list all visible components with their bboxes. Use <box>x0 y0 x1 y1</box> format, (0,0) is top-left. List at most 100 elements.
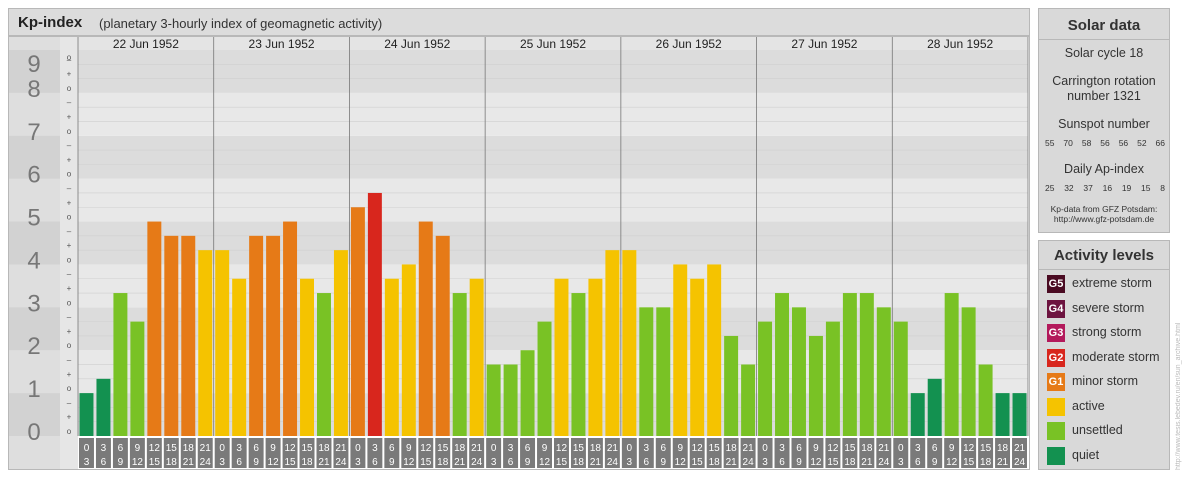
hour-tick-start: 3 <box>644 443 650 454</box>
hour-tick-end: 24 <box>1014 457 1026 468</box>
y-tick-label: 7 <box>27 119 40 146</box>
kp-bar <box>537 321 552 436</box>
minor-tick-symbol: o <box>67 127 72 136</box>
hour-tick-box <box>384 438 400 468</box>
legend-item: quiet <box>1047 446 1171 467</box>
kp-bar <box>79 393 94 436</box>
hour-tick-end: 9 <box>118 457 124 468</box>
hour-tick-end: 15 <box>827 457 839 468</box>
hour-tick-start: 3 <box>372 443 378 454</box>
kp-bar <box>927 378 942 436</box>
legend-swatch: G3 <box>1047 324 1065 342</box>
sunspot-value: 58 <box>1081 138 1092 148</box>
hour-tick-start: 9 <box>135 443 141 454</box>
hour-tick-start: 9 <box>406 443 412 454</box>
kp-bar <box>249 235 264 436</box>
data-source-url[interactable]: http://www.gfz-potsdam.de <box>1053 214 1155 224</box>
hour-tick-end: 9 <box>525 457 531 468</box>
kp-bar <box>825 321 840 436</box>
sunspot-value: 52 <box>1137 138 1147 148</box>
kp-bar <box>367 192 382 436</box>
hour-tick-box <box>520 438 536 468</box>
hour-tick-end: 24 <box>471 457 483 468</box>
hour-tick-end: 6 <box>372 457 378 468</box>
hour-tick-end: 6 <box>644 457 650 468</box>
hour-tick-start: 15 <box>844 443 856 454</box>
legend-label: quiet <box>1072 447 1100 462</box>
hour-tick-box <box>638 438 654 468</box>
legend-swatch <box>1047 397 1065 416</box>
kp-bar <box>435 235 450 436</box>
hour-tick-box <box>944 438 960 468</box>
kp-bar <box>486 364 501 436</box>
minor-tick-symbol: o <box>67 84 72 93</box>
hour-tick-start: 21 <box>200 443 212 454</box>
hour-tick-box <box>842 438 858 468</box>
hour-tick-box <box>214 438 230 468</box>
kp-bar <box>401 264 416 436</box>
hour-tick-box <box>893 438 909 468</box>
kp-bar <box>758 321 773 436</box>
hour-tick-end: 24 <box>200 457 212 468</box>
hour-tick-start: 18 <box>997 443 1009 454</box>
hour-tick-box <box>503 438 519 468</box>
hour-tick-box <box>554 438 569 468</box>
kp-bar <box>181 235 196 436</box>
legend-item: G3 strong storm <box>1047 324 1171 344</box>
y-axis-band <box>8 393 60 436</box>
hour-tick-start: 0 <box>219 443 225 454</box>
hour-tick-box <box>808 438 824 468</box>
minor-tick-symbol: o <box>67 427 72 436</box>
hour-tick-start: 6 <box>118 443 124 454</box>
day-label: 27 Jun 1952 <box>791 37 857 51</box>
legend-swatch <box>1047 446 1065 465</box>
hour-tick-start: 6 <box>796 443 802 454</box>
kp-index-chart: 0123456789o+–o+–o+–o+–o+–o+–o+–o+–o+–o22… <box>8 36 1030 470</box>
hour-tick-box <box>791 438 807 468</box>
minor-tick-symbol: o <box>67 213 72 222</box>
hour-tick-box <box>316 438 332 468</box>
hour-tick-end: 12 <box>539 457 551 468</box>
minor-tick-symbol: + <box>67 413 72 422</box>
hour-tick-end: 12 <box>403 457 415 468</box>
minor-tick-symbol: + <box>67 370 72 379</box>
day-label: 28 Jun 1952 <box>927 37 993 51</box>
ap-index-value: 32 <box>1064 183 1074 193</box>
hour-tick-end: 6 <box>508 457 514 468</box>
hour-tick-box <box>452 438 468 468</box>
hour-tick-start: 21 <box>607 443 619 454</box>
hour-tick-start: 12 <box>827 443 839 454</box>
kp-bar <box>995 393 1010 436</box>
kp-bar <box>96 378 111 436</box>
kp-bar <box>113 293 128 436</box>
hour-tick-start: 9 <box>542 443 548 454</box>
hour-tick-start: 21 <box>878 443 890 454</box>
hour-tick-box <box>129 438 145 468</box>
hour-tick-box <box>231 438 247 468</box>
kp-bar <box>656 307 671 436</box>
y-tick-label: 2 <box>27 333 40 360</box>
hour-tick-start: 9 <box>949 443 955 454</box>
hour-tick-end: 3 <box>219 457 225 468</box>
hour-tick-box <box>418 438 434 468</box>
kp-bar <box>283 221 298 436</box>
hour-tick-box <box>825 438 841 468</box>
hour-tick-end: 21 <box>318 457 330 468</box>
day-label: 24 Jun 1952 <box>384 37 450 51</box>
kp-bar <box>622 250 637 436</box>
hour-tick-end: 9 <box>932 457 938 468</box>
hour-tick-start: 12 <box>284 443 296 454</box>
minor-tick-symbol: – <box>67 227 72 236</box>
hour-tick-end: 9 <box>253 457 259 468</box>
hour-tick-start: 18 <box>861 443 873 454</box>
minor-tick-symbol: – <box>67 398 72 407</box>
hour-tick-box <box>570 438 586 468</box>
day-label: 25 Jun 1952 <box>520 37 586 51</box>
y-tick-label: 6 <box>27 162 40 189</box>
day-label: 23 Jun 1952 <box>249 37 315 51</box>
kp-bar <box>893 321 908 436</box>
hour-tick-end: 15 <box>284 457 296 468</box>
legend-label: extreme storm <box>1072 276 1152 290</box>
y-tick-label: 3 <box>27 290 40 317</box>
legend-label: moderate storm <box>1072 349 1160 364</box>
